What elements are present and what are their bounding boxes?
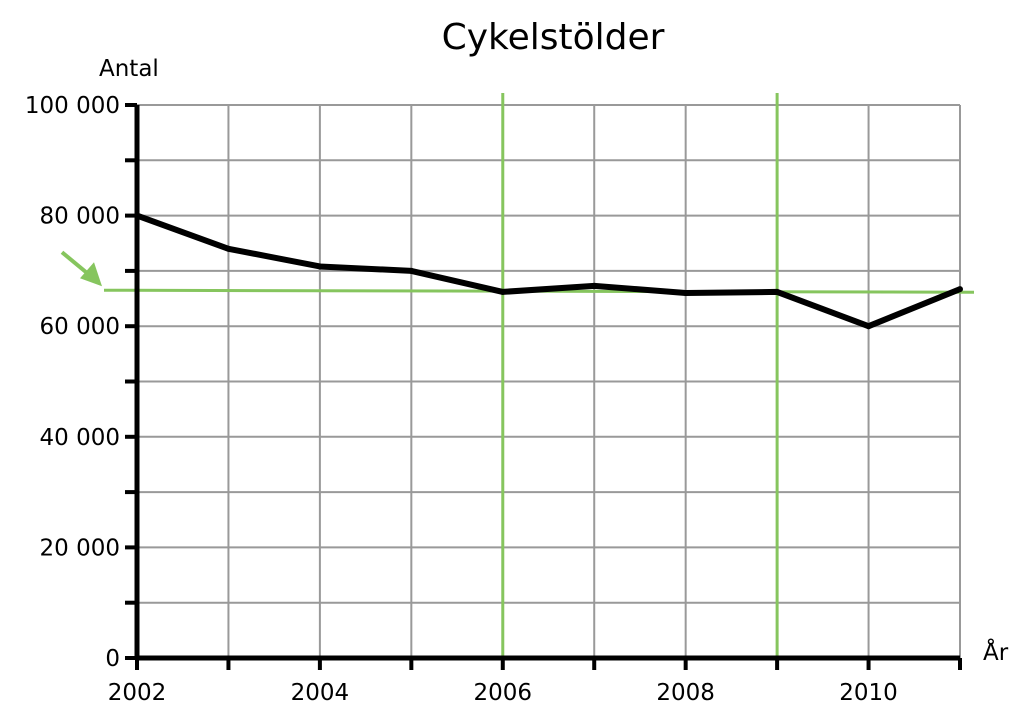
data-point	[865, 323, 872, 330]
data-point	[408, 267, 415, 274]
y-tick-label: 100 000	[25, 93, 120, 119]
data-point	[957, 286, 963, 293]
x-tick-label: 2002	[108, 680, 167, 706]
chart-title: Cykelstölder	[442, 17, 665, 58]
y-tick-label: 0	[105, 646, 120, 672]
x-tick-label: 2008	[656, 680, 715, 706]
tick-label-layer: 0 20 000 40 000 60 000 80 000 100 000 2002 2004…	[25, 93, 898, 706]
x-tick-label: 2004	[291, 680, 350, 706]
y-axis-label: Antal	[99, 56, 159, 82]
series-line	[135, 212, 962, 330]
data-point	[316, 263, 323, 270]
y-tick-label: 60 000	[40, 314, 120, 340]
x-tick-label: 2006	[474, 680, 533, 706]
arrow-head	[80, 262, 102, 287]
data-point	[682, 290, 689, 297]
data-point	[591, 282, 598, 289]
data-point	[225, 245, 232, 252]
y-tick-label: 20 000	[40, 535, 120, 561]
data-point	[774, 288, 781, 295]
axis-layer	[125, 103, 962, 670]
y-tick-label: 80 000	[40, 204, 120, 230]
data-point	[499, 288, 506, 295]
x-axis-label: År	[983, 638, 1009, 666]
y-tick-label: 40 000	[40, 425, 120, 451]
grid	[137, 104, 961, 658]
x-tick-label: 2010	[839, 680, 898, 706]
series-layer	[134, 212, 963, 330]
